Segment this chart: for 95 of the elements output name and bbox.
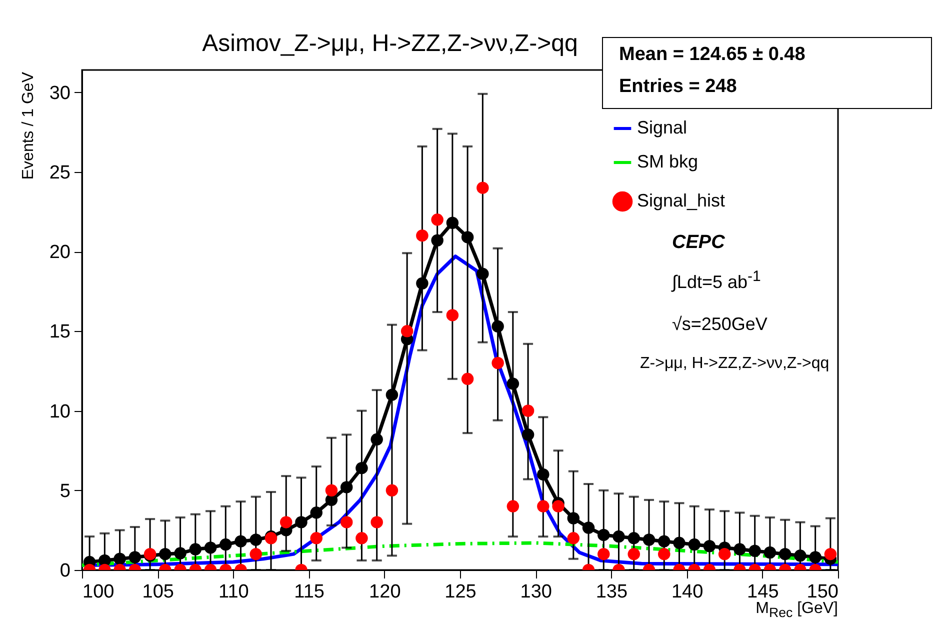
x-tick-label: 115 [294,582,324,602]
point [416,277,428,290]
point [778,548,792,560]
point [461,231,474,244]
point [612,530,625,543]
point [628,532,640,544]
point [658,535,670,548]
point [537,468,550,481]
annotation: ∫Ldt=5 ab$^{-1}$ [672,268,761,293]
point [658,548,670,560]
point [628,548,640,560]
point [220,538,232,551]
point [764,546,776,559]
x-tick-label: 120 [369,582,401,602]
point [718,548,731,560]
point [250,548,262,560]
point [567,532,580,544]
point [492,320,504,332]
point [234,535,247,548]
x-axis-title: M$_{Rec}$ [GeV] [756,600,838,620]
y-tick-label: 10 [49,401,70,422]
point [598,548,610,560]
stats-box: Mean = 124.65 ± 0.48 Entries = 248 [602,37,932,109]
point [295,516,308,528]
point [537,500,550,512]
point [386,484,398,496]
point [431,234,444,246]
point [370,516,383,528]
point [446,216,459,229]
point [794,550,806,562]
x-tick-label: 125 [444,582,476,602]
point [598,528,610,542]
chart-title: Asimov_Z->μμ, H->ZZ,Z->νν,Z->qq [202,30,578,57]
point [174,547,186,560]
annotation: CEPC [672,232,725,254]
point [386,388,398,401]
point [492,356,504,370]
y-tick-label: 5 [60,480,70,502]
point [567,512,580,524]
point [522,404,534,417]
point [703,540,716,552]
point [280,516,292,528]
x-tick-label: 105 [142,582,174,602]
point [400,325,414,338]
x-tick-label: 100 [82,582,114,602]
point [824,548,837,560]
point [204,542,217,554]
point [189,543,202,556]
legend-label: Signal [637,118,688,138]
x-tick-label: 110 [218,582,249,602]
point [734,543,746,556]
point [461,372,474,386]
point [310,506,322,519]
point [506,500,520,512]
point [159,548,172,560]
y-tick-label: 20 [49,242,70,264]
annotation: √s=250GeV [672,314,768,335]
y-tick-label: 0 [60,560,70,582]
legend-label: SM bkg [637,152,698,172]
x-tick-label: 145 [747,582,779,602]
point [431,214,444,226]
point [446,309,459,322]
point [416,229,428,242]
annotation: Entries = 248 [619,76,737,98]
point [114,552,126,565]
legend-label: Signal_hist [637,190,726,210]
point [356,532,368,544]
point [582,522,595,534]
annotation: Z->μμ, H->ZZ,Z->νν,Z->qq [640,355,830,373]
point [128,551,142,564]
point [506,378,520,390]
point [748,544,761,558]
point [340,516,353,528]
x-tick-label: 140 [671,582,704,602]
x-tick-label: 135 [596,582,628,602]
y-tick-label: 25 [49,162,70,184]
point [673,536,686,550]
point [642,534,656,546]
point [552,500,564,512]
point [310,532,322,544]
point [250,534,262,546]
point [476,182,489,194]
point [522,428,534,441]
point [688,538,700,551]
point [340,481,353,494]
point [370,433,383,446]
y-axis-title: Events / 1 GeV [20,72,38,180]
point [356,462,368,474]
point [325,484,338,496]
y-tick-label: 30 [49,82,70,104]
x-tick-label: 150 [806,582,838,602]
y-tick-label: 15 [49,322,70,343]
point [809,551,822,564]
point [476,268,489,280]
x-tick-label: 130 [520,582,552,602]
